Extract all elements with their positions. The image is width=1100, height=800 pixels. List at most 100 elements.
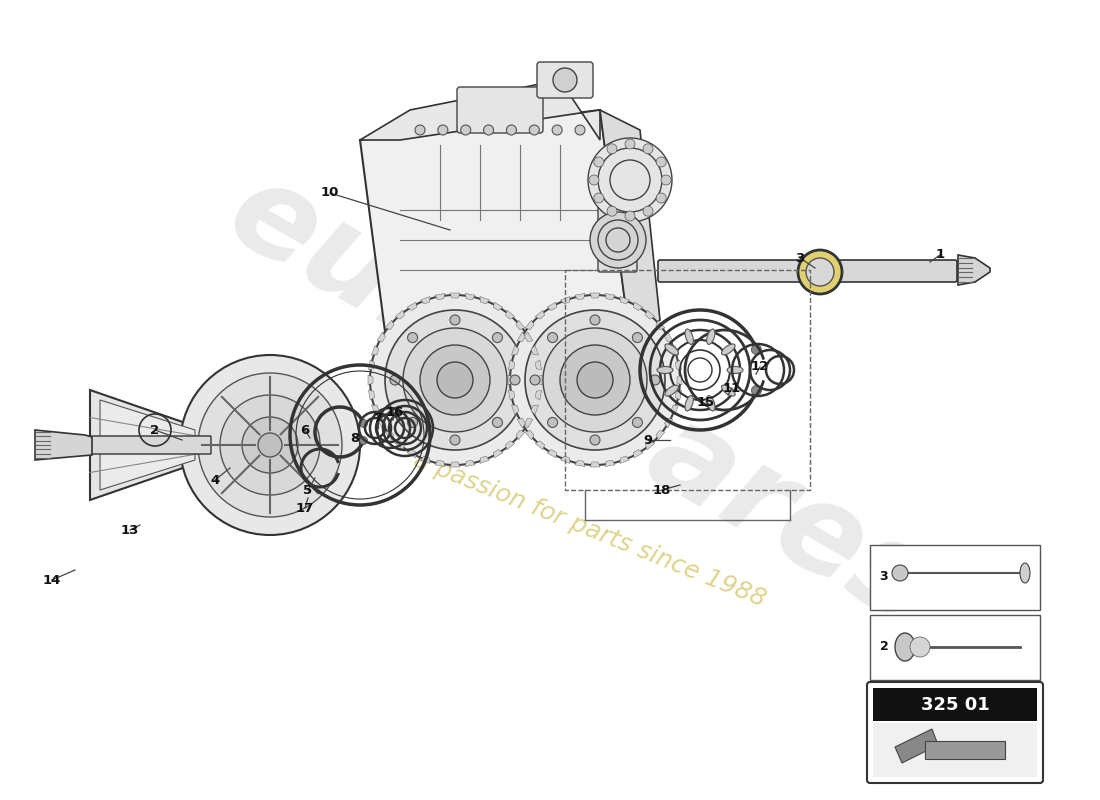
Circle shape — [220, 395, 320, 495]
Circle shape — [450, 435, 460, 445]
Polygon shape — [450, 462, 460, 467]
FancyBboxPatch shape — [456, 87, 543, 133]
Text: 15: 15 — [697, 395, 715, 409]
Circle shape — [632, 418, 642, 427]
Circle shape — [450, 315, 460, 325]
Circle shape — [360, 437, 367, 445]
Ellipse shape — [722, 385, 735, 396]
Polygon shape — [450, 293, 460, 298]
Circle shape — [892, 565, 907, 581]
Circle shape — [644, 144, 653, 154]
Text: 18: 18 — [652, 483, 671, 497]
Polygon shape — [547, 450, 557, 458]
Text: 5: 5 — [304, 483, 312, 497]
Polygon shape — [360, 110, 630, 370]
Text: 13: 13 — [121, 523, 140, 537]
Polygon shape — [512, 405, 519, 414]
Text: 12: 12 — [751, 361, 769, 374]
Polygon shape — [372, 346, 379, 355]
Circle shape — [607, 206, 617, 216]
Circle shape — [403, 328, 507, 432]
Circle shape — [751, 386, 761, 395]
Text: 3: 3 — [880, 570, 889, 583]
Polygon shape — [505, 310, 515, 319]
Circle shape — [530, 375, 540, 385]
Text: 7: 7 — [373, 411, 383, 425]
Polygon shape — [395, 441, 405, 450]
Polygon shape — [420, 456, 430, 463]
Polygon shape — [480, 456, 490, 463]
Polygon shape — [671, 405, 679, 414]
Polygon shape — [100, 400, 195, 490]
Circle shape — [798, 250, 842, 294]
Circle shape — [415, 125, 425, 135]
Polygon shape — [600, 110, 660, 340]
Circle shape — [598, 220, 638, 260]
Text: 2: 2 — [151, 423, 160, 437]
Polygon shape — [646, 310, 654, 319]
Circle shape — [661, 175, 671, 185]
Text: 16: 16 — [386, 406, 404, 418]
Polygon shape — [675, 390, 682, 400]
Text: eurospares: eurospares — [208, 150, 953, 650]
Polygon shape — [525, 332, 532, 342]
Circle shape — [506, 125, 516, 135]
Circle shape — [607, 144, 617, 154]
Circle shape — [548, 333, 558, 342]
Circle shape — [408, 418, 418, 427]
Text: a passion for parts since 1988: a passion for parts since 1988 — [410, 448, 770, 612]
Polygon shape — [634, 450, 642, 458]
Polygon shape — [494, 302, 503, 310]
Polygon shape — [536, 310, 544, 319]
Polygon shape — [465, 460, 475, 466]
Ellipse shape — [685, 396, 693, 411]
Polygon shape — [434, 460, 444, 466]
Polygon shape — [385, 430, 394, 440]
Circle shape — [588, 175, 600, 185]
Circle shape — [632, 333, 642, 342]
Polygon shape — [537, 375, 542, 385]
Circle shape — [625, 139, 635, 149]
Ellipse shape — [664, 344, 679, 355]
Polygon shape — [605, 294, 615, 300]
Circle shape — [553, 68, 578, 92]
Circle shape — [493, 418, 503, 427]
Circle shape — [590, 212, 646, 268]
Bar — [565, 270, 810, 490]
Polygon shape — [517, 332, 526, 342]
Circle shape — [578, 362, 613, 398]
Polygon shape — [547, 302, 557, 310]
Polygon shape — [480, 297, 490, 304]
Polygon shape — [590, 462, 600, 467]
Polygon shape — [590, 293, 600, 298]
Polygon shape — [656, 430, 664, 440]
Polygon shape — [536, 360, 541, 370]
Polygon shape — [620, 456, 629, 463]
Text: 10: 10 — [321, 186, 339, 199]
Circle shape — [438, 125, 448, 135]
Circle shape — [529, 125, 539, 135]
Circle shape — [806, 258, 834, 286]
Polygon shape — [377, 332, 385, 342]
Polygon shape — [531, 346, 539, 355]
Circle shape — [390, 375, 400, 385]
Polygon shape — [646, 441, 654, 450]
Text: 9: 9 — [644, 434, 652, 446]
Bar — [870, 615, 1040, 680]
Circle shape — [420, 345, 490, 415]
Ellipse shape — [727, 366, 742, 374]
Text: 17: 17 — [296, 502, 315, 514]
Polygon shape — [531, 405, 539, 414]
Text: 14: 14 — [43, 574, 62, 586]
Text: 8: 8 — [351, 431, 360, 445]
Text: 11: 11 — [723, 382, 741, 394]
Circle shape — [588, 138, 672, 222]
Text: 2: 2 — [880, 641, 889, 654]
Circle shape — [598, 148, 662, 212]
Circle shape — [510, 375, 520, 385]
Circle shape — [370, 295, 540, 465]
Polygon shape — [372, 405, 379, 414]
Circle shape — [606, 228, 630, 252]
Polygon shape — [675, 360, 682, 370]
Text: 3: 3 — [795, 251, 804, 265]
